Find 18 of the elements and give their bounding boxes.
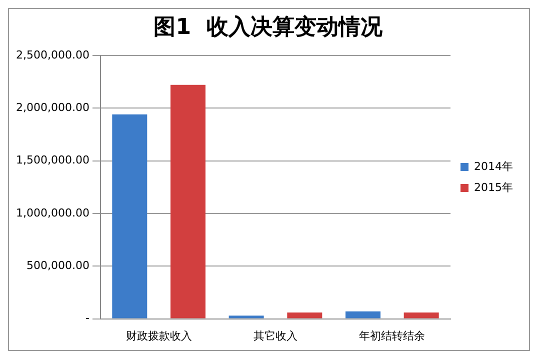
bar — [170, 84, 206, 318]
y-tick-label: 1,500,000.00 — [16, 154, 90, 167]
x-tick-label: 财政拨款收入 — [126, 329, 192, 342]
bar — [404, 312, 439, 318]
chart-title: 图1 收入决算变动情况 — [154, 14, 384, 40]
bar — [228, 316, 264, 318]
y-tick-label: 2,000,000.00 — [16, 100, 90, 114]
x-tick-label: 年初结转结余 — [359, 329, 426, 342]
legend-label: 2014年 — [474, 160, 514, 173]
y-tick-label: 500,000.00 — [26, 258, 90, 272]
y-tick-label: 1,000,000.00 — [16, 206, 90, 220]
bar — [287, 312, 322, 318]
y-tick-label: - — [85, 312, 90, 325]
bar — [345, 311, 380, 318]
bar — [112, 114, 148, 318]
legend-label: 2015年 — [474, 180, 514, 194]
x-tick-label: 其它收入 — [253, 329, 298, 342]
y-tick-label: 2,500,000.00 — [16, 48, 90, 62]
